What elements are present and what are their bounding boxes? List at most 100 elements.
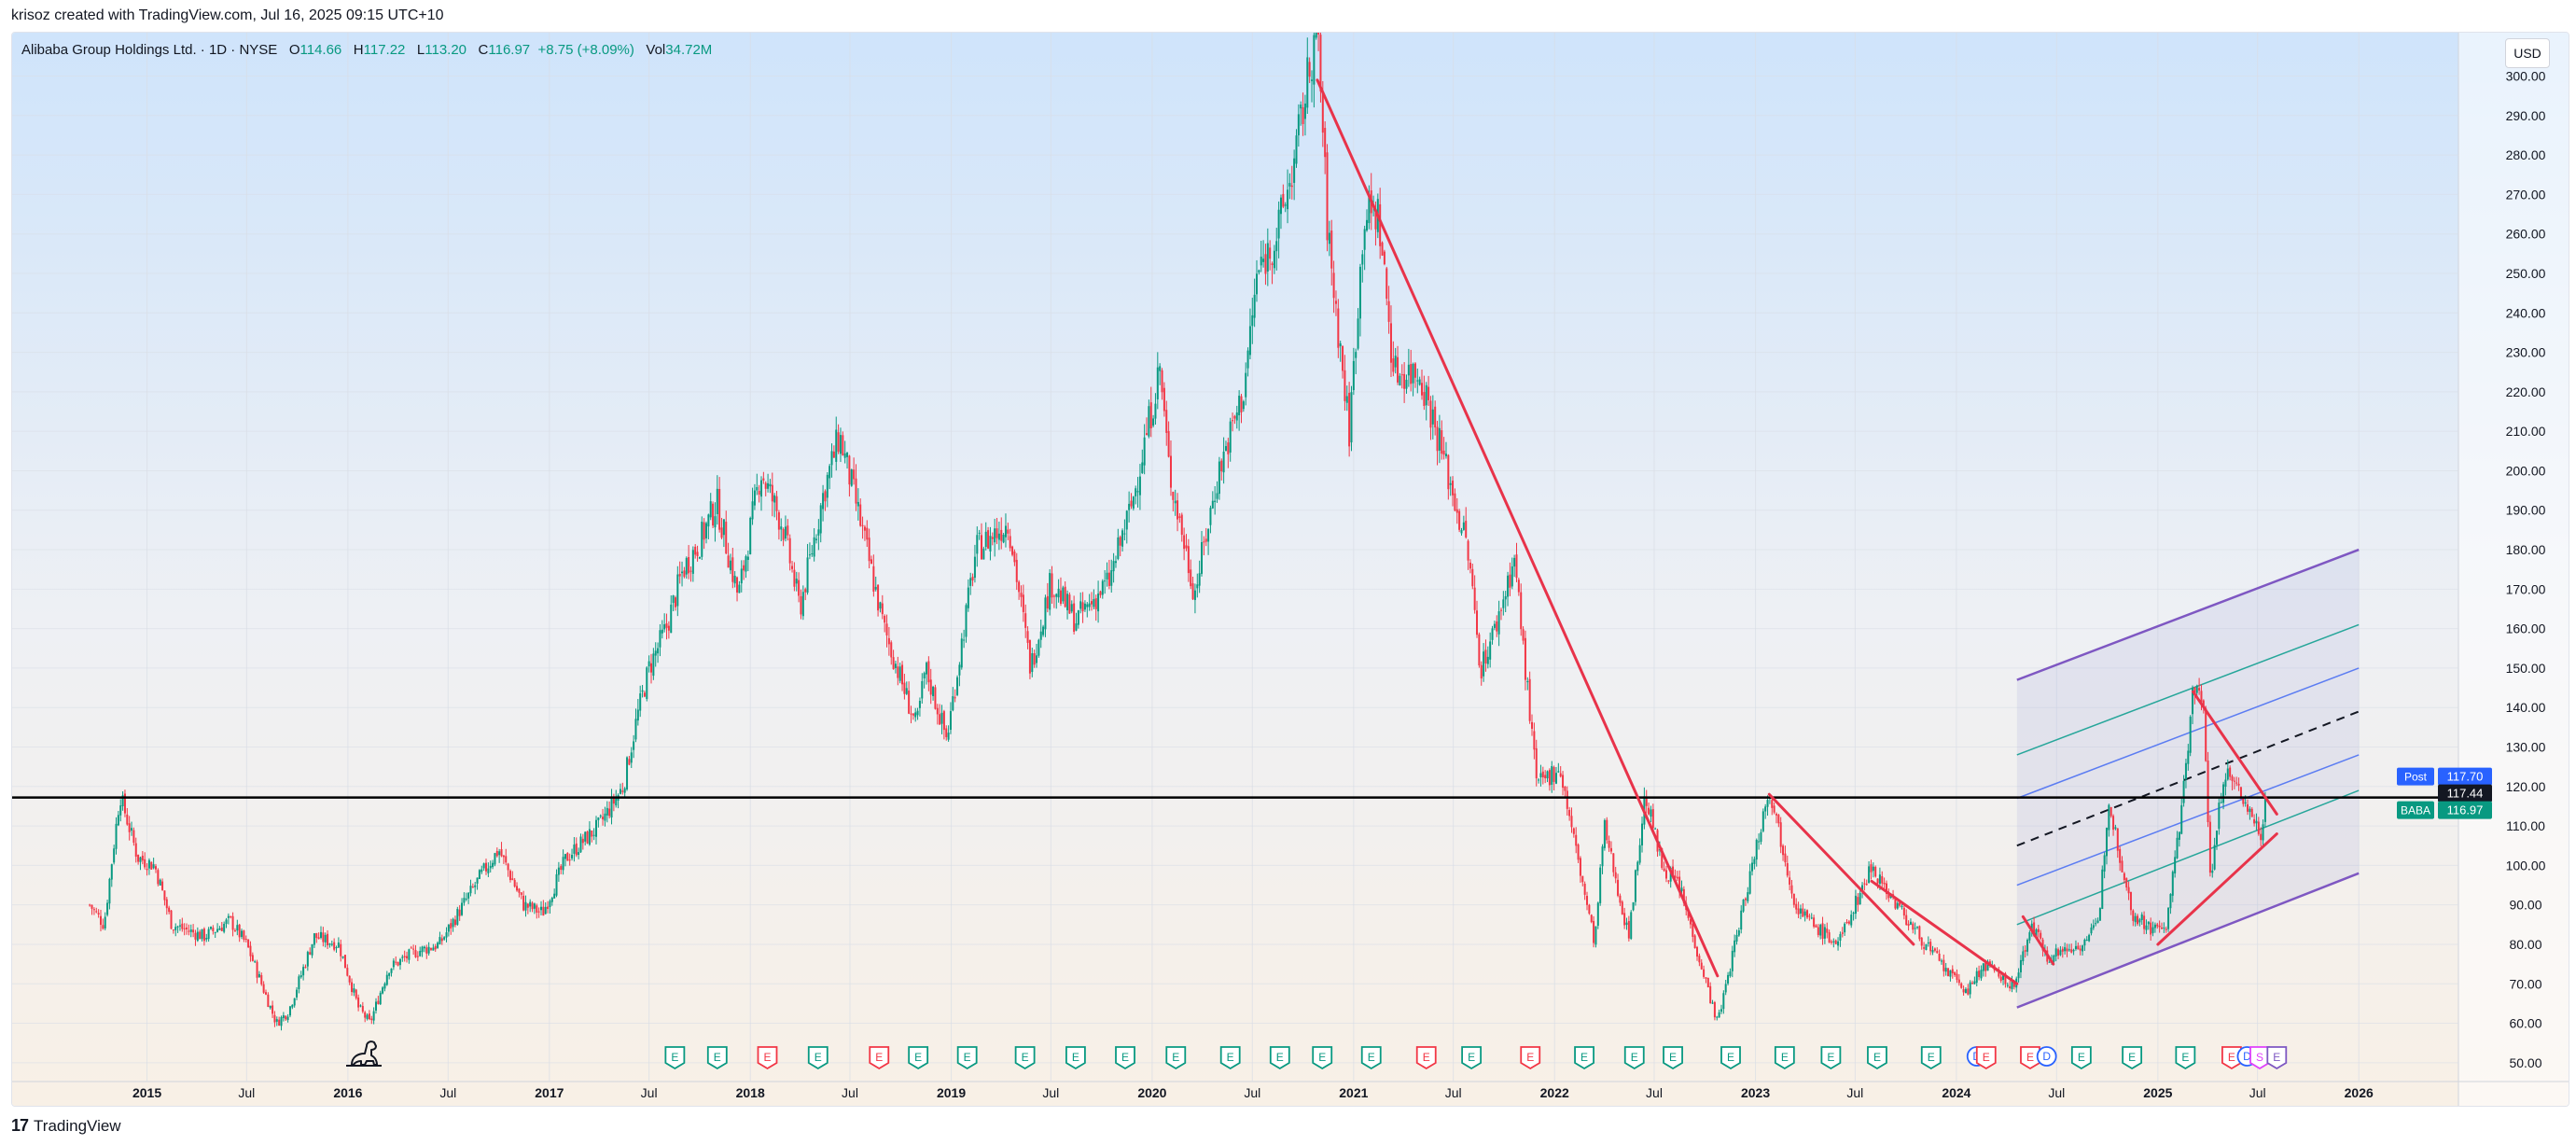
candle-body <box>976 535 979 554</box>
event-marker[interactable]: E <box>2221 1046 2242 1070</box>
event-marker[interactable]: E <box>1461 1046 1483 1070</box>
trendline[interactable] <box>1767 792 1915 946</box>
candle-body <box>672 595 675 604</box>
event-marker[interactable]: E <box>2020 1046 2040 1070</box>
time-axis[interactable]: 2015 Jul 2016 Jul 2017 Jul 2018 Jul 2019 Jul 2020 J… <box>132 1085 2374 1100</box>
earnings-icon <box>1312 1046 1333 1070</box>
candle-body <box>1861 885 1864 893</box>
event-type-label: E <box>1580 1051 1588 1064</box>
event-marker[interactable]: E <box>1360 1046 1382 1070</box>
candle-body <box>2215 831 2218 845</box>
time-tick-label: 2018 <box>736 1085 765 1100</box>
dino-icon[interactable] <box>346 1040 382 1067</box>
candle-body <box>830 451 833 466</box>
candle-body <box>202 929 205 942</box>
event-marker[interactable]: E <box>869 1046 890 1070</box>
candle-body <box>1049 572 1051 610</box>
event-marker[interactable]: E <box>1520 1046 1541 1070</box>
candle-body <box>2110 806 2112 817</box>
candle-body <box>390 968 393 973</box>
event-marker[interactable]: E <box>706 1046 728 1070</box>
price-axis[interactable]: 50.00 60.00 70.00 80.00 90.00 100.00 110.00 120… <box>2506 69 2546 1070</box>
event-marker[interactable]: E <box>807 1046 828 1070</box>
candle-body <box>2090 927 2093 934</box>
event-marker[interactable]: E <box>1920 1046 1942 1070</box>
trendline[interactable] <box>2192 690 2278 816</box>
event-marker[interactable]: E <box>1415 1046 1437 1070</box>
candle-body <box>777 512 780 530</box>
candle-body <box>108 878 111 904</box>
candle-body <box>1700 962 1703 970</box>
event-marker[interactable]: E <box>1219 1046 1241 1070</box>
candle-body <box>798 579 801 596</box>
candle-body <box>782 529 785 540</box>
currency-button[interactable]: USD <box>2505 38 2550 68</box>
candle-body <box>89 904 91 906</box>
candle-body <box>1355 352 1358 358</box>
event-marker[interactable]: E <box>1269 1046 1290 1070</box>
event-marker[interactable]: E <box>1115 1046 1135 1070</box>
candle-body <box>1969 982 1971 995</box>
event-marker[interactable]: E <box>956 1046 978 1070</box>
candle-body <box>665 622 668 628</box>
candle-body <box>207 929 210 940</box>
event-marker[interactable]: E <box>1165 1046 1187 1070</box>
event-marker[interactable]: S <box>2249 1046 2270 1070</box>
event-marker[interactable]: E <box>1014 1046 1036 1070</box>
event-marker[interactable]: D <box>2036 1046 2057 1067</box>
event-marker[interactable]: E <box>1774 1046 1795 1070</box>
candle-body <box>1454 493 1456 511</box>
event-marker[interactable]: E <box>2266 1046 2288 1070</box>
event-marker[interactable]: E <box>1312 1046 1333 1070</box>
candle-body <box>1522 629 1525 641</box>
candle-body <box>170 910 173 929</box>
trendline[interactable] <box>1316 78 1720 978</box>
event-type-label: E <box>1318 1051 1326 1064</box>
candle-body <box>324 934 327 943</box>
candle-body <box>1345 396 1348 403</box>
trendline[interactable] <box>2156 832 2278 946</box>
event-marker[interactable]: E <box>1975 1046 1997 1070</box>
chart-panel[interactable]: EEEEEEEEEEEEEEEEEEEEEEEEEEDEEDEEEEDSE 50… <box>11 32 2569 1107</box>
event-marker[interactable]: E <box>2175 1046 2196 1070</box>
candle-body <box>608 808 611 817</box>
event-marker[interactable]: E <box>908 1046 929 1070</box>
high-label: H <box>353 42 364 58</box>
event-marker[interactable]: E <box>1820 1046 1842 1070</box>
event-marker[interactable]: E <box>1663 1046 1683 1070</box>
candle-body <box>740 568 743 584</box>
event-marker[interactable]: E <box>1065 1046 1086 1070</box>
candle-body <box>1727 974 1730 984</box>
candle-body <box>1434 406 1437 428</box>
event-marker[interactable]: E <box>1623 1046 1645 1070</box>
event-marker[interactable]: E <box>2070 1046 2092 1070</box>
event-marker[interactable]: E <box>1574 1046 1594 1070</box>
candle-body <box>243 930 245 940</box>
candle-body <box>147 859 150 869</box>
price-chart[interactable]: EEEEEEEEEEEEEEEEEEEEEEEEEEDEEDEEEEDSE 50… <box>12 33 2569 1106</box>
candle-body <box>623 788 626 793</box>
candle-body <box>1784 853 1787 863</box>
volume-label: Vol <box>646 42 666 58</box>
symbol-name[interactable]: Alibaba Group Holdings Ltd. · 1D · NYSE <box>21 42 278 58</box>
candle-body <box>121 795 124 807</box>
candle-body <box>1881 876 1884 884</box>
trendline[interactable] <box>1870 879 2019 985</box>
event-marker[interactable]: E <box>664 1046 686 1070</box>
candle-body <box>1705 977 1707 979</box>
event-marker[interactable]: E <box>757 1046 778 1070</box>
candle-body <box>1528 678 1531 721</box>
event-type-label: E <box>2078 1051 2085 1064</box>
price-tick-label: 100.00 <box>2506 858 2546 873</box>
event-marker[interactable]: E <box>1867 1046 1887 1070</box>
candle-body <box>885 623 888 635</box>
candle-body <box>1998 969 2000 977</box>
candle-body <box>128 823 131 832</box>
candle-body <box>437 943 439 948</box>
tradingview-logo[interactable]: 17 TradingView <box>11 1116 121 1136</box>
candle-body <box>738 584 741 593</box>
event-marker[interactable]: E <box>1720 1046 1741 1070</box>
candle-body <box>877 584 880 611</box>
event-marker[interactable]: E <box>2122 1046 2143 1070</box>
trendline[interactable] <box>2021 915 2055 966</box>
